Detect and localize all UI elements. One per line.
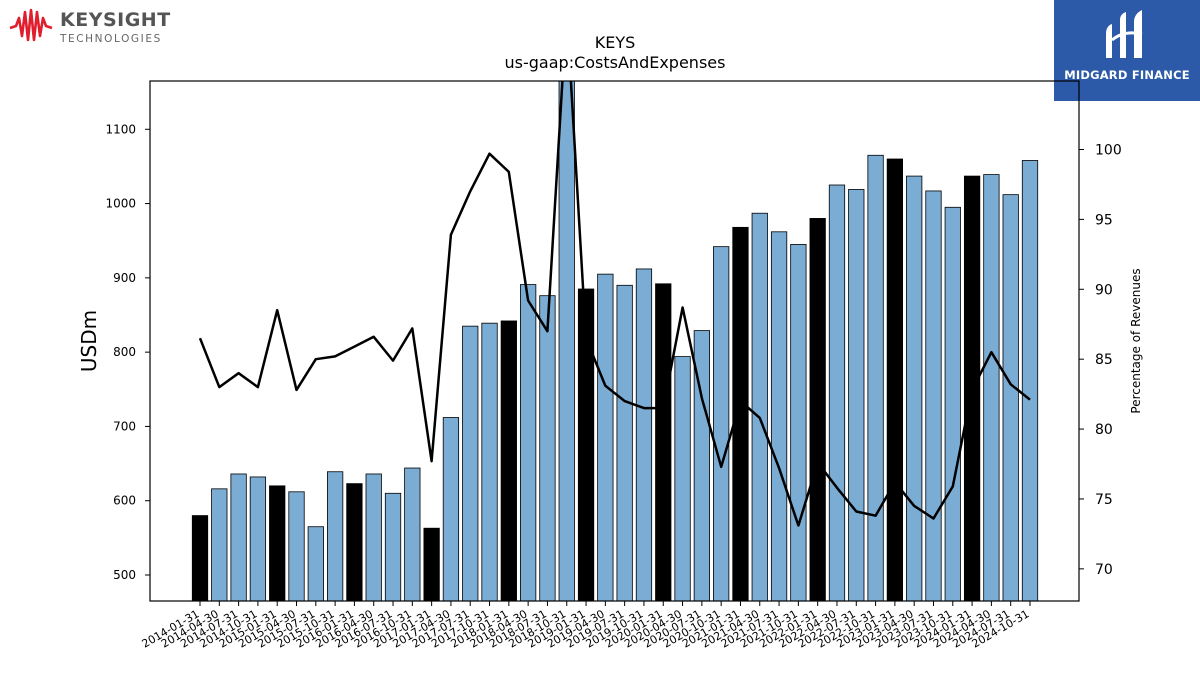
bar	[558, 81, 575, 601]
bar	[539, 295, 556, 601]
bar	[751, 212, 768, 601]
bar	[597, 273, 614, 601]
bar	[886, 158, 904, 601]
y-tick-label: 700	[113, 419, 136, 433]
bar	[326, 471, 344, 601]
y2-tick-label: 100	[1095, 142, 1122, 158]
bar	[442, 417, 460, 601]
bar	[346, 483, 363, 601]
bar	[983, 174, 1000, 601]
bar	[211, 488, 228, 601]
company-name: KEYSIGHT	[60, 9, 171, 31]
bar	[404, 467, 421, 601]
bar	[520, 284, 537, 601]
bar	[269, 485, 286, 601]
bar	[365, 473, 382, 601]
y-tick-label: 1000	[105, 197, 136, 211]
y2-tick-label: 95	[1095, 212, 1113, 228]
y-tick-label: 1100	[105, 122, 136, 136]
bar	[1021, 160, 1039, 601]
y2-tick-label: 70	[1095, 562, 1113, 578]
bar	[693, 330, 710, 601]
y2-tick-label: 75	[1095, 492, 1113, 508]
chart-subtitle: us-gaap:CostsAndExpenses	[505, 53, 726, 72]
bar	[384, 492, 402, 601]
bar	[249, 476, 267, 601]
bar	[867, 154, 884, 601]
y2-tick-label: 90	[1095, 282, 1113, 298]
bar	[732, 226, 749, 601]
y-tick-label: 800	[113, 345, 136, 359]
chart-title: KEYS	[595, 33, 636, 52]
bar	[655, 283, 672, 601]
bar	[230, 473, 247, 601]
plot-frame	[149, 80, 1080, 602]
bar	[906, 175, 923, 601]
bar	[462, 325, 479, 601]
bar	[1002, 194, 1019, 601]
bar	[809, 218, 826, 601]
y2-tick-label: 85	[1095, 352, 1113, 368]
bar	[713, 246, 730, 601]
bar	[423, 527, 440, 601]
bar	[288, 491, 305, 601]
bars-layer	[191, 81, 1039, 601]
midgard-logo: MIDGARD FINANCE	[1054, 0, 1200, 101]
bar	[848, 189, 865, 601]
bar	[925, 190, 942, 601]
partner-name: MIDGARD FINANCE	[1064, 68, 1190, 82]
bar	[307, 526, 324, 601]
keysight-logo: KEYSIGHT TECHNOLOGIES	[8, 6, 178, 46]
bar	[790, 244, 807, 601]
y-tick-label: 600	[113, 494, 136, 508]
bar	[828, 184, 846, 601]
axes-layer: 5006007008009001000110070758085909510020…	[105, 80, 1122, 651]
bar	[481, 322, 498, 601]
company-subtitle: TECHNOLOGIES	[60, 33, 162, 45]
midgard-emblem-icon	[1106, 10, 1143, 58]
bar	[635, 268, 653, 601]
line-layer	[198, 81, 1031, 527]
y2-tick-label: 80	[1095, 422, 1113, 438]
y-tick-label: 500	[113, 568, 136, 582]
bar	[944, 206, 961, 601]
bar	[770, 231, 788, 601]
bar	[616, 284, 633, 601]
bar	[577, 288, 595, 601]
y2-axis-label: Percentage of Revenues	[1129, 268, 1143, 413]
bar	[500, 320, 517, 601]
y-axis-label: USDm	[77, 310, 101, 372]
keysight-wave-icon	[9, 8, 53, 42]
line-series	[198, 81, 1031, 527]
bar	[674, 356, 691, 601]
bar	[191, 515, 209, 601]
y-tick-label: 900	[113, 271, 136, 285]
